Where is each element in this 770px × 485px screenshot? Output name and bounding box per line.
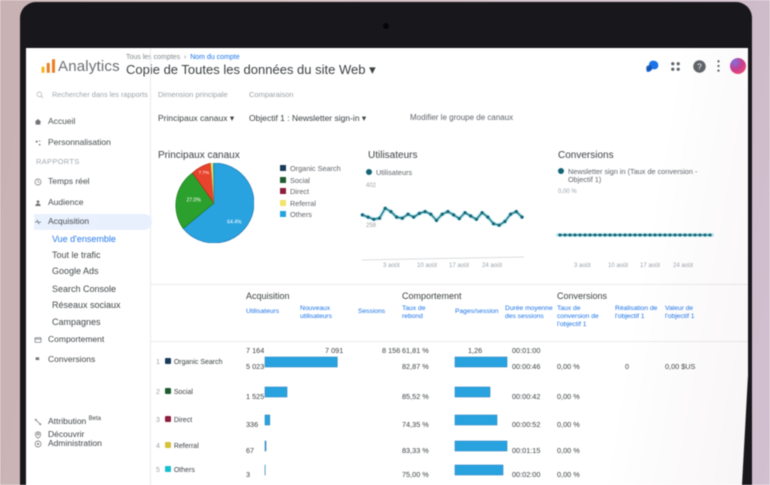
svg-text:?: ? [697,62,702,71]
